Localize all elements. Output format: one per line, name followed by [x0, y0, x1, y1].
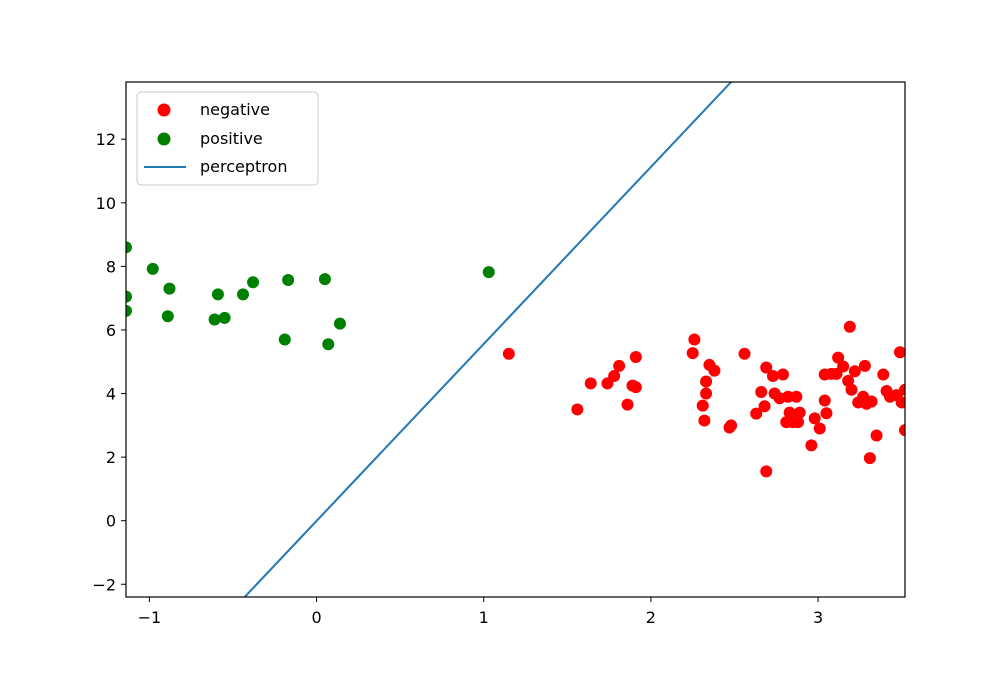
positive-point-16 — [482, 266, 495, 279]
negative-point-23 — [758, 400, 771, 413]
positive-point-6 — [208, 313, 221, 326]
y-tick-label: 4 — [106, 385, 116, 404]
x-axis: −1 0 1 2 3 — [138, 597, 823, 627]
positive-point-8 — [218, 311, 231, 324]
positive-point-4 — [163, 282, 176, 295]
plot-frame — [125, 81, 906, 598]
negative-point-48 — [843, 320, 856, 333]
negative-point-64 — [899, 383, 905, 396]
negative-point-12 — [696, 399, 709, 412]
x-tick-label: 1 — [479, 608, 489, 627]
negative-point-38 — [808, 412, 821, 425]
negative-point-22 — [755, 385, 768, 398]
negative-point-8 — [629, 381, 642, 394]
negative-point-11 — [688, 333, 701, 346]
negative-point-15 — [700, 375, 713, 388]
negative-point-55 — [863, 452, 876, 465]
negative-point-32 — [783, 406, 796, 419]
positive-point-10 — [247, 276, 260, 289]
negative-point-63 — [895, 396, 905, 409]
y-tick-label: 2 — [106, 448, 116, 467]
negative-point-35 — [792, 416, 805, 429]
y-tick-label: 10 — [96, 194, 116, 213]
x-tick-label: 3 — [813, 608, 823, 627]
negative-point-56 — [865, 395, 878, 408]
y-tick-label: 6 — [106, 321, 116, 340]
y-tick-label: 12 — [96, 130, 116, 149]
negative-point-4 — [608, 370, 621, 383]
positive-point-7 — [211, 288, 224, 301]
negative-point-41 — [818, 394, 831, 407]
positive-point-0 — [126, 241, 132, 254]
legend-marker-negative — [157, 103, 171, 117]
negative-point-31 — [781, 390, 794, 403]
positive-point-11 — [278, 333, 291, 346]
y-tick-label: −2 — [92, 575, 116, 594]
negative-point-10 — [686, 347, 699, 360]
negative-point-29 — [776, 368, 789, 381]
negative-point-2 — [584, 377, 597, 390]
negative-point-13 — [698, 414, 711, 427]
negative-point-34 — [790, 390, 803, 403]
positive-point-14 — [322, 338, 335, 351]
negative-point-17 — [708, 364, 721, 377]
negative-point-65 — [899, 424, 905, 437]
negative-point-58 — [877, 368, 890, 381]
y-tick-label: 0 — [106, 512, 116, 531]
legend: negative positive perceptron — [136, 91, 319, 186]
negative-point-20 — [738, 347, 751, 360]
negative-point-24 — [760, 361, 773, 374]
negative-point-49 — [845, 383, 858, 396]
negative-point-46 — [837, 360, 850, 373]
negative-point-14 — [700, 387, 713, 400]
negative-point-37 — [805, 439, 818, 452]
legend-label-negative: negative — [200, 100, 270, 119]
negative-point-57 — [870, 429, 883, 442]
legend-label-perceptron: perceptron — [200, 157, 287, 176]
negative-point-1 — [571, 403, 584, 416]
legend-marker-positive — [157, 132, 171, 146]
x-tick-label: 0 — [311, 608, 321, 627]
positive-point-15 — [333, 317, 346, 330]
positive-point-1 — [126, 290, 132, 303]
x-tick-label: −1 — [138, 608, 162, 627]
negative-point-25 — [760, 465, 773, 478]
negative-point-62 — [893, 346, 905, 359]
negative-point-6 — [621, 398, 634, 411]
positive-point-12 — [282, 274, 295, 287]
negative-point-50 — [848, 365, 861, 378]
negative-point-9 — [629, 350, 642, 363]
positive-point-9 — [237, 288, 250, 301]
negative-point-21 — [750, 407, 763, 420]
positive-point-3 — [146, 262, 159, 275]
negative-point-19 — [725, 419, 738, 432]
negative-point-45 — [832, 351, 845, 364]
negative-point-26 — [766, 370, 779, 383]
negative-point-42 — [820, 407, 833, 420]
positive-point-5 — [161, 310, 174, 323]
plot-area — [126, 82, 905, 597]
legend-box — [136, 91, 319, 186]
positive-point-2 — [126, 304, 132, 317]
legend-label-positive: positive — [200, 129, 263, 148]
negative-point-53 — [858, 359, 871, 372]
negative-point-36 — [793, 406, 806, 419]
negative-point-0 — [502, 347, 515, 360]
x-tick-label: 2 — [646, 608, 656, 627]
y-tick-label: 8 — [106, 257, 116, 276]
negative-point-39 — [813, 422, 826, 435]
negative-point-5 — [613, 359, 626, 372]
perceptron-line — [243, 82, 732, 597]
y-axis: −2 0 2 4 6 8 10 12 — [92, 130, 126, 594]
positive-point-13 — [318, 273, 331, 286]
